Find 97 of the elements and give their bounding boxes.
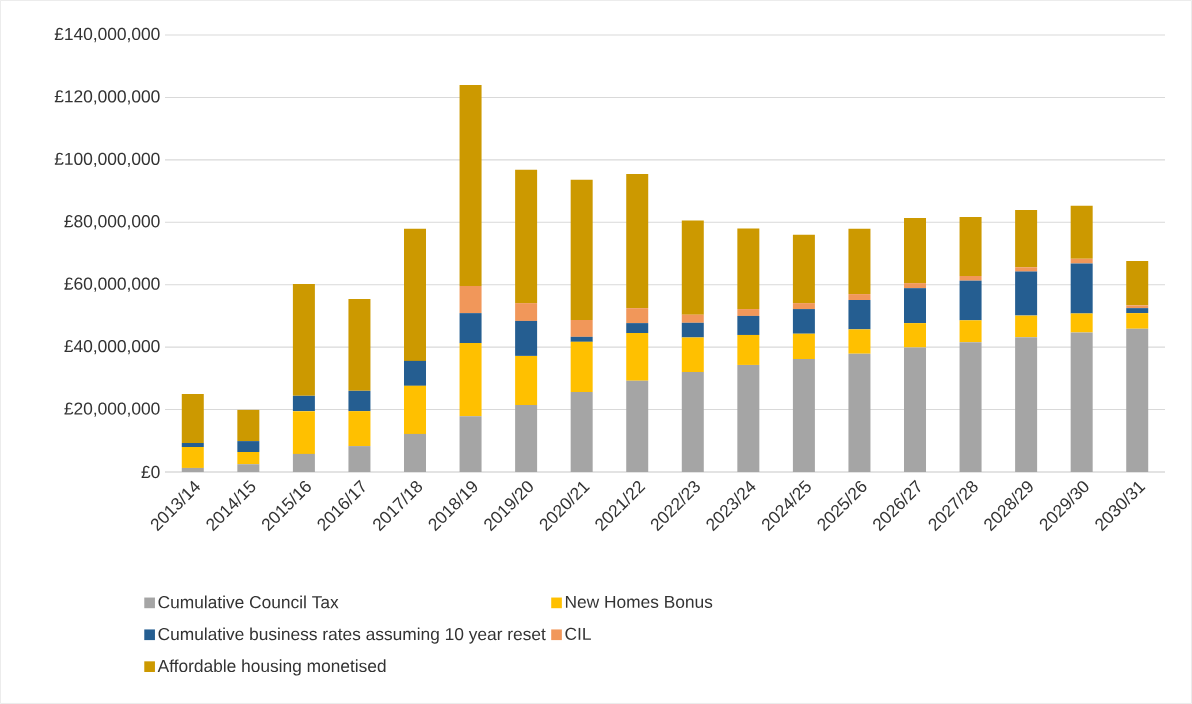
bar xyxy=(959,280,982,321)
bar xyxy=(1070,205,1093,259)
bar xyxy=(626,308,649,324)
bar xyxy=(237,409,260,442)
bar xyxy=(515,320,538,356)
bar xyxy=(237,441,260,453)
y-tick-label: £0 xyxy=(141,465,160,479)
bar xyxy=(904,288,927,324)
bar xyxy=(459,313,482,344)
bar xyxy=(848,353,871,472)
bar xyxy=(570,336,593,342)
bar xyxy=(681,372,704,472)
bar xyxy=(848,294,871,301)
bar xyxy=(404,360,426,386)
bar xyxy=(404,433,426,472)
bar xyxy=(737,309,760,316)
bar xyxy=(792,303,815,310)
bar xyxy=(515,355,538,405)
bar xyxy=(737,334,760,365)
bar xyxy=(737,315,760,335)
bar xyxy=(626,380,649,472)
bar xyxy=(904,323,927,348)
bar xyxy=(681,322,704,338)
bar xyxy=(848,228,871,295)
y-tick-label: £80,000,000 xyxy=(64,215,160,230)
bar xyxy=(570,319,593,337)
bar xyxy=(348,299,371,391)
bar xyxy=(737,228,760,310)
bar xyxy=(348,411,371,447)
bar xyxy=(1070,263,1093,314)
bar xyxy=(404,385,426,434)
y-tick-label: £100,000,000 xyxy=(54,152,160,168)
bar xyxy=(459,285,482,314)
bar xyxy=(515,404,538,472)
bar xyxy=(681,314,704,323)
bar xyxy=(904,347,927,472)
bar xyxy=(1126,305,1149,309)
bar xyxy=(237,452,260,465)
bar xyxy=(1126,308,1149,314)
bar xyxy=(792,359,815,472)
bar xyxy=(348,390,371,412)
bar xyxy=(348,446,371,472)
bar xyxy=(181,467,204,472)
bar xyxy=(292,284,315,396)
bar xyxy=(959,342,982,472)
bar xyxy=(792,234,815,304)
legend-label: Cumulative business rates assuming 10 year reset xyxy=(158,627,546,644)
y-tick-label: £40,000,000 xyxy=(64,339,160,355)
bar xyxy=(181,393,204,443)
y-tick-label: £60,000,000 xyxy=(64,277,160,292)
bar xyxy=(181,442,204,448)
bar xyxy=(959,275,982,281)
bar xyxy=(459,416,482,472)
bar xyxy=(792,333,815,360)
legend-label: CIL xyxy=(565,627,591,640)
bar xyxy=(959,320,982,343)
bar xyxy=(904,217,927,284)
bar xyxy=(404,228,426,361)
legend-label: Cumulative Council Tax xyxy=(158,595,339,609)
bar xyxy=(570,341,593,393)
bar xyxy=(459,84,482,286)
bar xyxy=(626,323,649,334)
bar xyxy=(848,300,871,330)
bar xyxy=(292,411,315,454)
bar xyxy=(1015,210,1038,268)
legend-label: New Homes Bonus xyxy=(565,595,713,608)
bar xyxy=(737,364,760,472)
bar xyxy=(1070,332,1093,472)
bar xyxy=(681,337,704,373)
bar xyxy=(1126,313,1149,329)
y-tick-label: £120,000,000 xyxy=(54,90,160,105)
bar xyxy=(848,329,871,354)
bar xyxy=(181,447,204,468)
bar xyxy=(237,464,260,472)
bar xyxy=(1126,260,1149,306)
bar xyxy=(1015,271,1038,316)
legend-label: Affordable housing monetised xyxy=(157,659,386,676)
bar xyxy=(626,173,649,309)
bar xyxy=(1015,315,1038,338)
bar xyxy=(292,453,315,472)
bar xyxy=(904,283,927,289)
bar xyxy=(1070,313,1093,333)
bar xyxy=(626,333,649,381)
bar xyxy=(1015,267,1038,272)
bar xyxy=(959,216,982,276)
bar xyxy=(1015,337,1038,472)
bar xyxy=(792,309,815,334)
bar xyxy=(515,169,538,304)
bar xyxy=(459,343,482,417)
bar xyxy=(570,392,593,472)
bar xyxy=(515,303,538,321)
bar xyxy=(292,395,315,412)
y-tick-label: £20,000,000 xyxy=(64,402,160,417)
bar xyxy=(681,220,704,315)
y-tick-label: £140,000,000 xyxy=(54,27,160,43)
bar xyxy=(1126,328,1149,472)
bar xyxy=(570,179,593,320)
